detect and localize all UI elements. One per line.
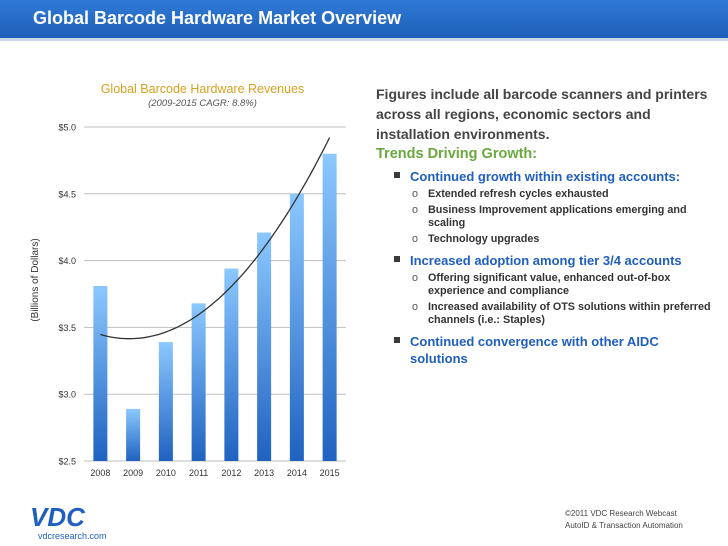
logo-text: VDC <box>30 505 86 531</box>
bar-2013 <box>257 232 272 461</box>
bar-2014 <box>289 193 304 462</box>
bullet-list: Continued growth within existing account… <box>376 168 716 367</box>
bullet-text: Continued convergence with other AIDC so… <box>410 334 659 366</box>
x-tick-label: 2015 <box>320 468 340 478</box>
trends-title: Trends Driving Growth: <box>376 146 538 162</box>
x-tick-label: 2014 <box>287 468 307 478</box>
logo-url: vdcresearch.com <box>38 531 107 541</box>
sub-bullet-text: Extended refresh cycles exhausted <box>428 188 609 200</box>
bar-2012 <box>224 268 239 461</box>
sub-bullet-text: Technology upgrades <box>428 233 540 245</box>
x-tick-label: 2012 <box>221 468 241 478</box>
y-axis-label: (Billions of Dollars) <box>30 238 41 321</box>
trend-line <box>100 137 331 340</box>
commentary-panel: Figures include all barcode scanners and… <box>376 84 716 367</box>
y-tick-label: $3.0 <box>58 390 76 400</box>
sub-bullet: o Business Improvement applications emerg… <box>412 204 716 230</box>
footer: ©2011 VDC Research Webcast AutoID & Tran… <box>565 508 683 532</box>
bar-2008 <box>93 285 108 461</box>
title-underline <box>0 38 728 41</box>
x-tick-label: 2013 <box>254 468 274 478</box>
y-tick-label: $5.0 <box>58 123 76 133</box>
bar-2009 <box>126 408 141 461</box>
circle-bullet-icon: o <box>412 233 419 245</box>
square-bullet-icon <box>394 172 400 178</box>
sub-bullet: o Technology upgrades <box>412 233 716 246</box>
x-tick-label: 2010 <box>156 468 176 478</box>
bullet-2: Increased adoption among tier 3/4 accoun… <box>394 252 716 269</box>
vdc-logo: VDC <box>30 505 86 531</box>
circle-bullet-icon: o <box>412 301 419 313</box>
sub-bullet: o Offering significant value, enhanced ou… <box>412 272 716 298</box>
square-bullet-icon <box>394 256 400 262</box>
bar-2010 <box>158 342 173 461</box>
footer-line-1: ©2011 VDC Research Webcast <box>565 509 677 518</box>
x-tick-label: 2008 <box>90 468 110 478</box>
y-tick-label: $4.0 <box>58 256 76 266</box>
sub-bullet: o Increased availability of OTS solutions… <box>412 301 716 327</box>
y-tick-label: $4.5 <box>58 189 76 199</box>
circle-bullet-icon: o <box>412 188 419 200</box>
sub-bullet-text: Business Improvement applications emergi… <box>428 204 687 229</box>
intro-text: Figures include all barcode scanners and… <box>376 86 708 142</box>
bullet-3: Continued convergence with other AIDC so… <box>394 333 716 367</box>
chart-subtitle: (2009-2015 CAGR: 8.8%) <box>148 98 257 109</box>
page-title: Global Barcode Hardware Market Overview <box>33 8 402 28</box>
circle-bullet-icon: o <box>412 272 419 284</box>
title-bar: Global Barcode Hardware Market Overview <box>0 0 728 38</box>
x-tick-label: 2011 <box>189 468 208 478</box>
revenue-chart: 2008 2009 2010 2011 2012 2013 2014 2015 $5.0 $4.… <box>30 123 346 478</box>
y-tick-label: $3.5 <box>58 323 76 333</box>
sub-bullet-text: Offering significant value, enhanced out… <box>428 272 671 297</box>
chart-title: Global Barcode Hardware Revenues <box>100 82 305 96</box>
sub-bullet: o Extended refresh cycles exhausted <box>412 188 716 201</box>
circle-bullet-icon: o <box>412 204 419 216</box>
bullet-1: Continued growth within existing account… <box>394 168 716 185</box>
y-tick-label: $2.5 <box>58 457 76 467</box>
footer-line-2: AutoID & Transaction Automation <box>565 521 683 530</box>
sub-bullet-text: Increased availability of OTS solutions … <box>428 301 711 326</box>
square-bullet-icon <box>394 337 400 343</box>
bullet-text: Continued growth within existing account… <box>410 169 681 184</box>
bar-2011 <box>191 303 206 461</box>
bullet-text: Increased adoption among tier 3/4 accoun… <box>410 253 682 268</box>
x-tick-label: 2009 <box>123 468 143 478</box>
bar-2015 <box>322 153 337 461</box>
